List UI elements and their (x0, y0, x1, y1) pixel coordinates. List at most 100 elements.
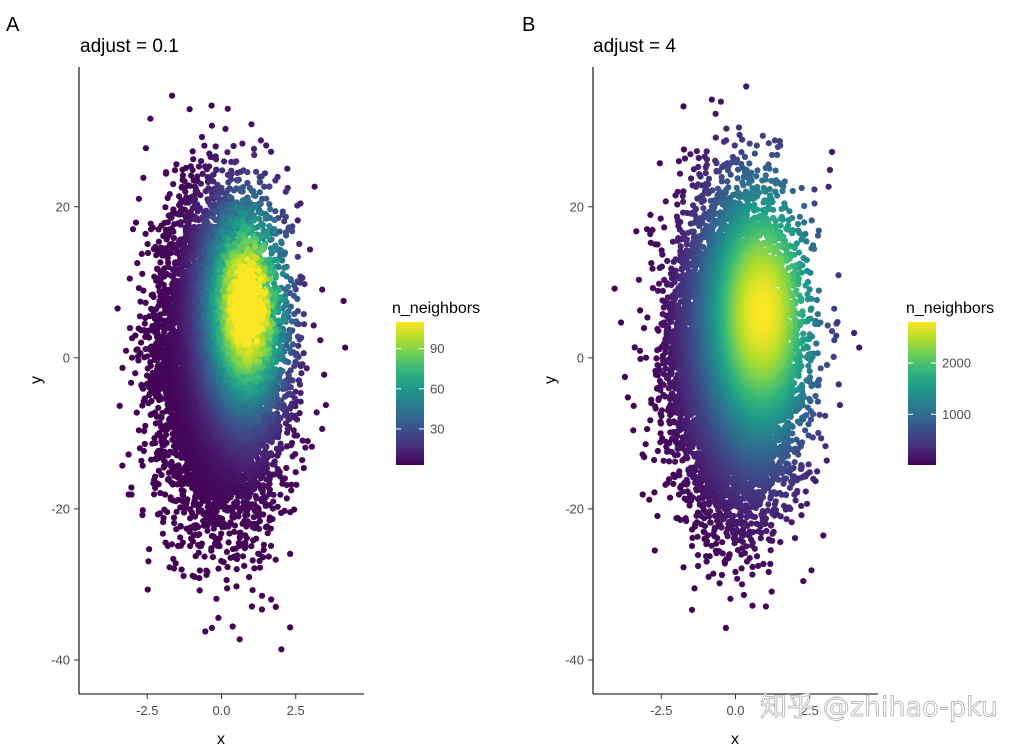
scatter-point (317, 337, 324, 344)
scatter-point (135, 195, 142, 202)
scatter-point (269, 461, 276, 468)
scatter-point (198, 158, 205, 165)
scatter-point (177, 523, 184, 530)
scatter-point (122, 347, 130, 354)
scatter-point (157, 259, 164, 266)
scatter-point (282, 213, 289, 220)
scatter-point (274, 452, 281, 459)
scatter-point (229, 623, 236, 630)
scatter-point (128, 379, 135, 386)
scatter-point (284, 165, 291, 172)
scatter-point (219, 167, 226, 174)
scatter-point (250, 145, 258, 152)
scatter-point (236, 636, 243, 643)
scatter-point (213, 156, 220, 163)
scatter-point (223, 577, 230, 584)
scatter-point (140, 447, 147, 455)
scatter-point (215, 565, 222, 572)
scatter-point (234, 177, 241, 184)
scatter-point (140, 327, 148, 334)
scatter-point (140, 398, 147, 405)
scatter-point (292, 469, 299, 476)
scatter-point (119, 364, 126, 371)
scatter-point (150, 293, 157, 301)
scatter-point (321, 371, 328, 378)
scatter-point (155, 238, 162, 245)
scatter-point (116, 402, 123, 409)
scatter-point (152, 473, 159, 480)
scatter-point (170, 514, 178, 521)
scatter-point (160, 464, 167, 471)
scatter-point (142, 422, 149, 429)
scatter-point (223, 548, 230, 556)
scatter-point (264, 530, 271, 537)
scatter-point (249, 557, 256, 564)
scatter-point (142, 145, 149, 152)
scatter-point (146, 334, 153, 341)
scatter-point (301, 321, 308, 328)
scatter-point (260, 541, 267, 548)
scatter-point (253, 535, 260, 542)
scatter-point (213, 166, 220, 173)
scatter-point (294, 217, 301, 224)
scatter-point (260, 546, 267, 554)
scatter-point (190, 156, 197, 163)
scatter-point (242, 532, 249, 539)
scatter-point (139, 511, 146, 519)
scatter-point (289, 453, 296, 460)
scatter-point (129, 226, 137, 233)
scatter-point (249, 465, 256, 472)
scatter-point (251, 520, 258, 528)
scatter-point (142, 299, 149, 306)
scatter-point (144, 249, 152, 257)
scatter-point (239, 553, 247, 560)
scatter-point (186, 506, 194, 513)
scatter-point (190, 513, 197, 520)
scatter-point (278, 509, 285, 516)
scatter-point (156, 419, 163, 426)
scatter-point (213, 595, 220, 602)
scatter-point (218, 530, 225, 537)
scatter-point (178, 566, 185, 573)
scatter-point (203, 520, 210, 527)
scatter-point (132, 370, 139, 377)
scatter-point (148, 456, 155, 463)
scatter-point (139, 507, 146, 514)
scatter-point (241, 517, 248, 524)
scatter-point (153, 413, 160, 420)
scatter-point (135, 357, 142, 364)
scatter-point (246, 427, 254, 434)
panel-a-title: adjust = 0.1 (80, 36, 179, 57)
scatter-point (285, 372, 292, 380)
scatter-point (144, 586, 151, 593)
scatter-point (196, 531, 203, 538)
scatter-point (160, 519, 167, 526)
scatter-point (175, 462, 182, 469)
scatter-point (248, 543, 255, 550)
scatter-point (208, 102, 215, 109)
scatter-point (171, 167, 179, 174)
scatter-point (319, 425, 326, 432)
scatter-point (287, 624, 294, 631)
scatter-point (201, 553, 208, 560)
scatter-point (208, 624, 215, 632)
scatter-point (248, 121, 255, 128)
scatter-point (252, 493, 259, 500)
scatter-point (342, 344, 349, 351)
scatter-point (277, 491, 284, 498)
scatter-point (180, 488, 187, 495)
scatter-point (283, 495, 290, 502)
scatter-point (141, 320, 148, 327)
scatter-point (234, 552, 241, 559)
scatter-point (287, 509, 294, 516)
scatter-point (134, 260, 141, 267)
scatter-point (263, 142, 270, 149)
scatter-point (191, 573, 198, 581)
scatter-point (126, 325, 134, 332)
scatter-point (300, 311, 307, 318)
scatter-point (256, 564, 264, 571)
scatter-point (144, 241, 151, 248)
scatter-point (227, 494, 234, 501)
scatter-point (159, 530, 166, 537)
scatter-point (139, 270, 146, 277)
